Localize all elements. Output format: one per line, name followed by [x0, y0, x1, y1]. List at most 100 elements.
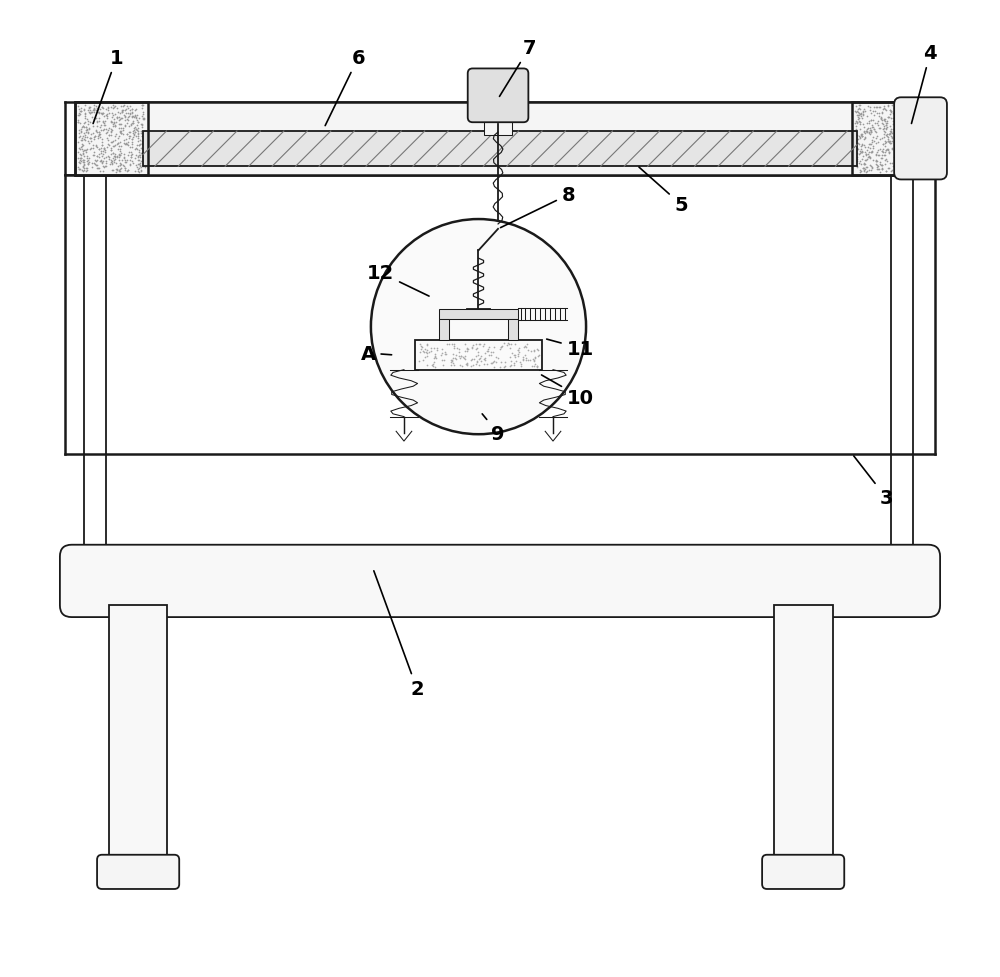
Point: [76, 163, 92, 179]
Point: [857, 131, 873, 147]
Point: [84, 110, 100, 126]
Point: [70, 99, 86, 114]
Point: [477, 353, 493, 368]
Point: [854, 129, 870, 145]
Point: [135, 149, 151, 165]
Point: [898, 130, 914, 146]
Point: [866, 108, 882, 124]
Point: [888, 125, 904, 141]
Point: [449, 341, 465, 357]
Point: [910, 106, 926, 121]
Point: [892, 105, 908, 120]
Point: [91, 127, 107, 143]
Point: [906, 112, 922, 128]
Point: [464, 341, 480, 357]
Point: [515, 353, 531, 368]
Point: [861, 125, 877, 141]
Point: [451, 349, 467, 364]
Point: [864, 145, 880, 160]
Point: [901, 146, 917, 161]
Point: [103, 122, 119, 138]
Point: [73, 153, 89, 169]
Point: [882, 126, 898, 142]
Point: [894, 148, 910, 163]
Point: [128, 129, 144, 145]
Point: [853, 156, 869, 172]
Point: [103, 125, 119, 141]
Point: [107, 133, 123, 149]
Point: [85, 126, 101, 142]
Point: [112, 117, 128, 133]
Text: 10: 10: [542, 375, 594, 407]
Point: [882, 104, 898, 119]
Point: [492, 360, 508, 375]
Point: [899, 99, 915, 114]
Point: [73, 133, 89, 149]
Point: [74, 120, 90, 136]
Point: [862, 137, 878, 152]
Point: [88, 104, 104, 119]
Point: [75, 154, 91, 170]
Point: [849, 159, 865, 175]
Point: [908, 107, 924, 123]
Point: [880, 110, 896, 126]
Point: [415, 344, 431, 360]
Point: [71, 108, 87, 124]
Point: [110, 137, 126, 152]
Point: [80, 157, 96, 173]
Point: [81, 121, 97, 137]
Point: [875, 137, 891, 152]
Point: [70, 115, 86, 131]
Point: [860, 147, 876, 162]
Point: [111, 129, 127, 145]
Point: [93, 146, 109, 161]
Point: [865, 153, 881, 169]
Point: [470, 348, 486, 363]
Point: [854, 137, 870, 152]
Point: [103, 135, 119, 150]
Point: [900, 125, 916, 141]
Point: [877, 157, 893, 173]
Point: [97, 118, 113, 134]
Point: [70, 151, 86, 167]
Point: [863, 123, 879, 139]
Point: [874, 106, 890, 121]
Point: [119, 112, 135, 128]
Point: [75, 146, 91, 161]
Bar: [109, 606, 167, 865]
Point: [902, 141, 918, 156]
Point: [901, 164, 917, 180]
Point: [466, 352, 482, 367]
Point: [100, 123, 116, 139]
Point: [848, 122, 864, 138]
Point: [887, 119, 903, 135]
Point: [899, 159, 915, 175]
Point: [895, 157, 911, 173]
Point: [411, 354, 427, 369]
Point: [70, 146, 86, 161]
Point: [881, 134, 897, 149]
Point: [85, 142, 101, 157]
Point: [108, 165, 124, 181]
Point: [526, 343, 542, 359]
Point: [129, 138, 145, 153]
Point: [891, 123, 907, 139]
Point: [510, 343, 526, 359]
Point: [900, 142, 916, 157]
Point: [74, 131, 90, 147]
Point: [134, 120, 150, 136]
Point: [85, 103, 101, 118]
Point: [75, 119, 91, 135]
Point: [500, 336, 516, 352]
Point: [911, 143, 927, 158]
Point: [120, 106, 136, 122]
Point: [480, 342, 496, 358]
Point: [896, 157, 912, 173]
Point: [131, 157, 147, 173]
Point: [134, 129, 150, 145]
Point: [123, 145, 139, 160]
Point: [71, 161, 87, 177]
Point: [895, 151, 911, 167]
Point: [858, 148, 874, 163]
Point: [854, 129, 870, 145]
